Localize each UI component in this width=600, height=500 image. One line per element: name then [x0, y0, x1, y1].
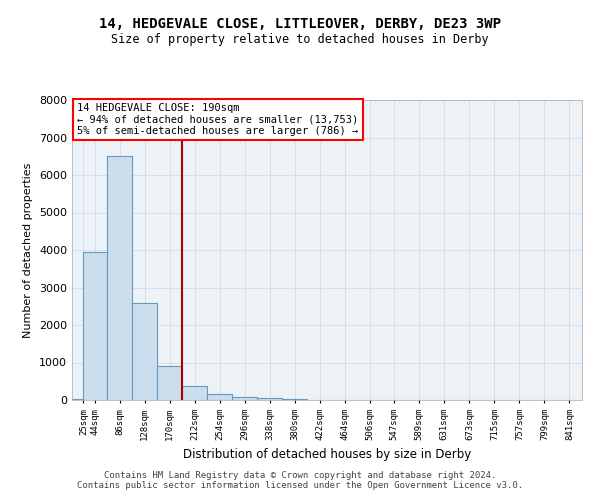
Bar — [107, 156, 132, 400]
Bar — [83, 252, 107, 400]
Bar — [132, 302, 157, 400]
X-axis label: Distribution of detached houses by size in Derby: Distribution of detached houses by size … — [183, 448, 471, 461]
Bar — [283, 399, 307, 400]
Bar — [157, 366, 182, 400]
Bar — [257, 398, 283, 400]
Text: 14, HEDGEVALE CLOSE, LITTLEOVER, DERBY, DE23 3WP: 14, HEDGEVALE CLOSE, LITTLEOVER, DERBY, … — [99, 18, 501, 32]
Bar — [182, 386, 207, 400]
Text: Contains HM Land Registry data © Crown copyright and database right 2024.
Contai: Contains HM Land Registry data © Crown c… — [77, 470, 523, 490]
Bar — [207, 394, 232, 400]
Bar — [232, 396, 257, 400]
Text: Size of property relative to detached houses in Derby: Size of property relative to detached ho… — [111, 32, 489, 46]
Text: 14 HEDGEVALE CLOSE: 190sqm
← 94% of detached houses are smaller (13,753)
5% of s: 14 HEDGEVALE CLOSE: 190sqm ← 94% of deta… — [77, 103, 358, 136]
Bar — [72, 399, 83, 400]
Y-axis label: Number of detached properties: Number of detached properties — [23, 162, 34, 338]
